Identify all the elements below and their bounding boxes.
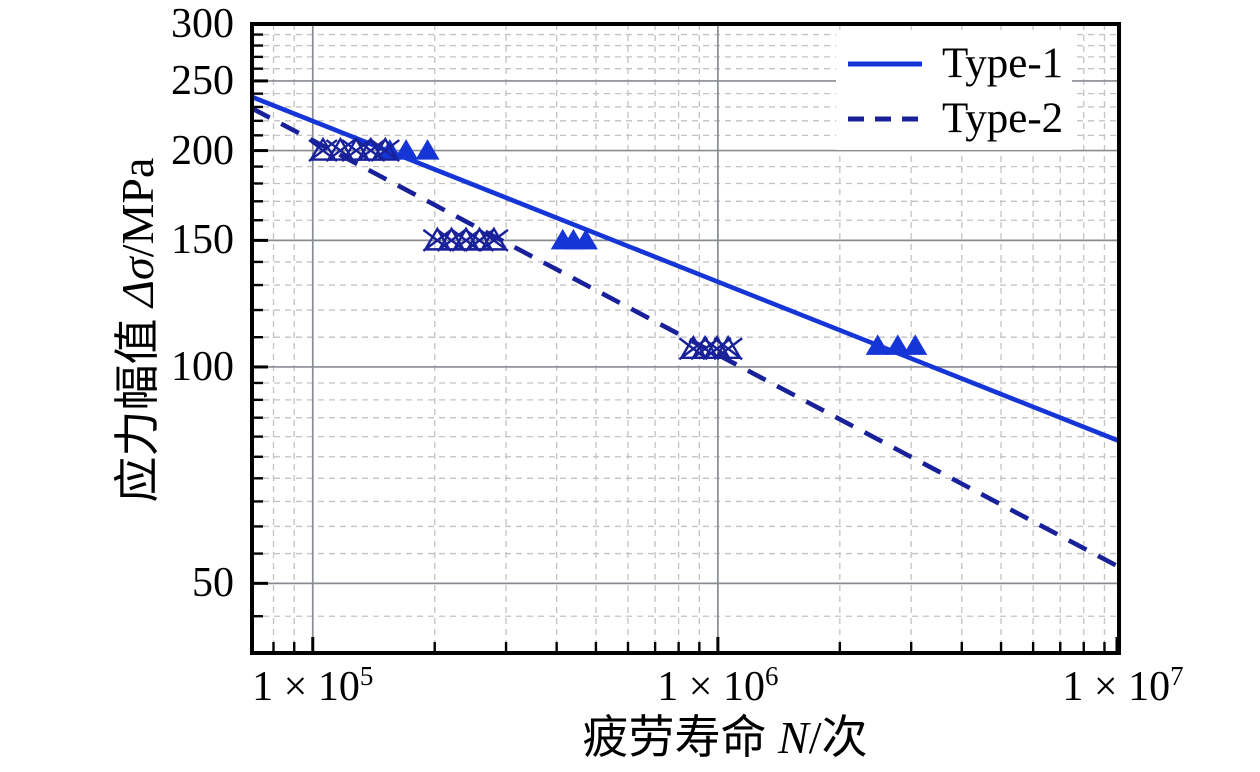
type2-data-point-cross — [341, 139, 371, 163]
x-tick-label: 1 × 105 — [252, 661, 374, 711]
type2-data-point-cross — [479, 228, 509, 252]
x-axis-title-symbol: N — [778, 712, 809, 763]
y-tick-label: 100 — [171, 343, 234, 390]
type1-data-point — [903, 334, 928, 355]
y-axis-title-prefix: 应力幅值 — [112, 306, 163, 503]
x-axis-title: 疲劳寿命 N/次 — [425, 712, 1025, 764]
y-tick-label: 50 — [192, 560, 234, 607]
type2-data-point — [308, 136, 338, 161]
type1-data-point — [573, 228, 598, 250]
legend-item-type2: Type-2 — [836, 91, 1072, 146]
type2-data-point-cross — [355, 139, 386, 163]
y-axis-title-symbol: Δσ — [112, 257, 163, 307]
type2-data-point — [423, 226, 452, 251]
type1-data-point — [415, 139, 440, 160]
legend-label-type1: Type-1 — [942, 39, 1064, 87]
x-tick-label: 1 × 106 — [657, 661, 779, 711]
type2-data-point — [342, 136, 371, 161]
type2-data-point-cross — [436, 228, 467, 252]
legend: Type-1 Type-2 — [836, 32, 1072, 150]
type2-data-point — [714, 334, 743, 359]
y-tick-label: 300 — [171, 1, 234, 47]
type2-data-point-cross — [464, 228, 495, 252]
type1-data-point — [377, 139, 402, 160]
y-axis-title: 应力幅值 Δσ/MPa — [111, 30, 165, 630]
type2-data-point — [437, 226, 466, 251]
legend-line-solid-icon — [848, 61, 922, 66]
type2-data-point — [465, 226, 494, 251]
y-tick-label: 150 — [171, 217, 234, 264]
x-axis-title-unit: /次 — [808, 712, 868, 763]
legend-line-dashed-icon — [848, 116, 922, 121]
x-tick-label: 1 × 107 — [1062, 661, 1184, 711]
legend-label-type2: Type-2 — [942, 94, 1064, 142]
type2-data-point — [356, 136, 385, 161]
x-axis-title-prefix: 疲劳寿命 — [582, 712, 779, 763]
type1-data-point — [394, 139, 419, 160]
type2-data-point-cross — [422, 228, 453, 252]
type2-data-point — [371, 136, 400, 161]
type2-data-point-cross — [713, 337, 743, 361]
type1-data-point — [885, 334, 910, 355]
plot-frame — [250, 22, 1121, 655]
type2-data-point-cross — [451, 228, 481, 252]
type1-data-point — [865, 334, 890, 355]
type2-data-point-cross — [325, 139, 356, 163]
y-tick-label: 250 — [171, 57, 234, 104]
type2-data-point — [479, 226, 509, 251]
type2-data-point — [326, 136, 355, 161]
legend-item-type1: Type-1 — [836, 36, 1072, 91]
y-tick-label: 200 — [171, 127, 234, 174]
type2-data-point-cross — [370, 139, 400, 163]
